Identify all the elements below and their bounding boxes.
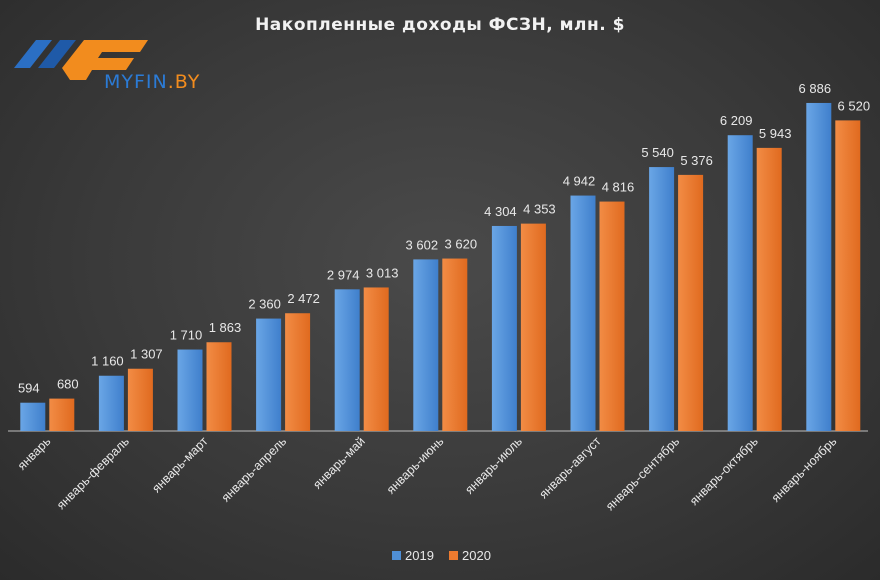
x-tick-label-7: январь-июль (462, 434, 525, 497)
x-tick-label-11: январь-ноябрь (769, 434, 840, 505)
value-label-2020-1: 680 (57, 377, 79, 392)
x-tick-label-5: январь-май (310, 434, 367, 491)
value-label-2019-6: 3 602 (406, 237, 439, 252)
x-tick-label-10: январь-октябрь (687, 434, 761, 508)
bar-2020-11 (835, 120, 861, 432)
value-label-2019-4: 2 360 (248, 297, 281, 312)
value-label-2020-8: 4 816 (602, 180, 635, 195)
bar-2020-6 (442, 258, 468, 431)
bar-2020-2 (127, 368, 153, 431)
bar-2019-2 (98, 375, 124, 431)
bar-2019-4 (256, 318, 282, 431)
x-tick-label-9: январь-сентябрь (603, 434, 682, 513)
x-tick-label-2: январь-февраль (54, 434, 132, 512)
bar-2020-9 (678, 174, 704, 432)
value-label-2020-4: 2 472 (287, 291, 320, 306)
logo-mark-mid (38, 40, 76, 68)
logo-mark-left (14, 40, 52, 68)
bar-2019-7 (491, 225, 517, 431)
bar-2019-1 (20, 402, 46, 431)
value-label-2019-10: 6 209 (720, 113, 753, 128)
value-label-2020-3: 1 863 (209, 320, 242, 335)
bar-2019-5 (334, 289, 360, 431)
value-label-2019-11: 6 886 (799, 81, 832, 96)
bar-2019-6 (413, 259, 439, 431)
x-tick-label-6: январь-июнь (384, 434, 447, 497)
logo-mark-right (62, 40, 148, 80)
value-label-2020-7: 4 353 (523, 202, 556, 217)
bar-2019-8 (570, 195, 596, 431)
legend-label-2019: 2019 (405, 548, 434, 563)
legend-label-2020: 2020 (462, 548, 491, 563)
value-label-2019-1: 594 (18, 381, 40, 396)
value-label-2019-8: 4 942 (563, 174, 596, 189)
legend: 2019 2020 (392, 548, 491, 563)
chart-title: Накопленные доходы ФСЗН, млн. $ (255, 15, 625, 35)
value-label-2020-9: 5 376 (680, 153, 713, 168)
bar-2019-11 (806, 102, 832, 431)
myfin-logo: MYFIN.BY (14, 40, 200, 93)
logo-text: MYFIN.BY (104, 71, 200, 93)
value-label-2020-2: 1 307 (130, 347, 163, 362)
bar-2020-10 (756, 147, 782, 431)
x-tick-label-3: январь-март (149, 434, 210, 495)
x-tick-labels-group: январь январь-февраль январь-март январь-ап… (15, 434, 840, 513)
value-label-2020-11: 6 520 (838, 98, 871, 113)
x-tick-label-1: январь (15, 434, 54, 473)
value-labels-group: 594 680 1 160 1 307 1 710 1 863 2 360 2 472 2 97… (18, 81, 870, 396)
x-tick-label-4: январь-апрель (219, 434, 290, 505)
value-label-2020-6: 3 620 (445, 237, 478, 252)
bar-2019-3 (177, 349, 203, 431)
value-label-2019-3: 1 710 (170, 328, 203, 343)
x-tick-label-8: январь-август (536, 434, 603, 501)
value-label-2020-5: 3 013 (366, 265, 399, 280)
bar-2020-3 (206, 342, 232, 431)
value-label-2019-7: 4 304 (484, 204, 517, 219)
bar-2020-5 (363, 287, 389, 431)
bars-group (20, 102, 861, 432)
value-label-2019-9: 5 540 (641, 145, 674, 160)
bar-2019-9 (649, 167, 675, 431)
value-label-2019-2: 1 160 (91, 354, 124, 369)
bar-2020-8 (599, 201, 625, 431)
bar-2020-1 (49, 398, 75, 431)
value-label-2020-10: 5 943 (759, 126, 792, 141)
value-label-2019-5: 2 974 (327, 267, 360, 282)
bar-2020-4 (285, 313, 311, 431)
bar-2020-7 (520, 223, 546, 431)
legend-swatch-2020 (449, 551, 458, 560)
bar-2019-10 (727, 135, 753, 431)
legend-swatch-2019 (392, 551, 401, 560)
